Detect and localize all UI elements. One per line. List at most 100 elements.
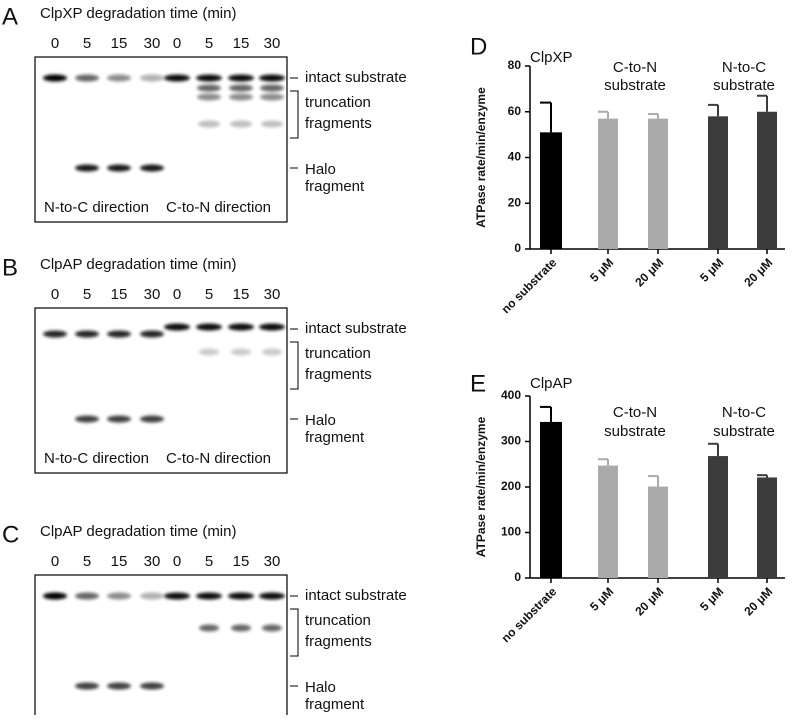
gel-band <box>229 84 253 92</box>
y-tick-label: 400 <box>501 388 521 402</box>
gel-band <box>75 164 99 172</box>
x-tick-label: 5 μM <box>697 584 726 613</box>
lane-label: 0 <box>173 35 181 52</box>
gel-band <box>107 592 131 600</box>
annotation: C-to-N <box>613 59 657 76</box>
gel-band <box>199 348 219 356</box>
lane-label: 0 <box>51 553 59 570</box>
y-tick-label: 300 <box>501 434 521 448</box>
x-tick-label: 20 μM <box>632 584 666 618</box>
lane-label: 30 <box>264 35 281 52</box>
gel-band <box>140 682 164 690</box>
x-tick-label: 20 μM <box>741 255 775 289</box>
gel-band <box>228 592 254 600</box>
gel-title: ClpAP degradation time (min) <box>40 256 236 273</box>
truncation-label: truncation <box>305 94 371 111</box>
halo-label: Halo <box>305 412 336 429</box>
panel-letter: E <box>470 370 486 397</box>
lane-label: 15 <box>233 35 250 52</box>
gel-title: ClpXP degradation time (min) <box>40 5 236 22</box>
gel-band <box>75 415 99 423</box>
halo-label: fragment <box>305 178 365 195</box>
x-tick-label: no substrate <box>499 255 560 316</box>
panel-letter: D <box>470 33 487 60</box>
lane-label: 30 <box>144 286 161 303</box>
gel-band <box>140 415 164 423</box>
lane-label: 5 <box>83 553 91 570</box>
gel-band <box>75 74 99 82</box>
bar <box>540 132 562 249</box>
y-tick-label: 40 <box>508 150 522 164</box>
direction-label: C-to-N direction <box>166 199 271 216</box>
gel-band <box>75 330 99 338</box>
lane-label: 15 <box>233 286 250 303</box>
y-tick-label: 80 <box>508 58 522 72</box>
gel-band <box>140 164 164 172</box>
bar <box>598 118 618 249</box>
lane-label: 5 <box>83 286 91 303</box>
bar <box>648 118 668 249</box>
x-tick-label: 20 μM <box>741 584 775 618</box>
x-tick-label: 5 μM <box>587 255 616 284</box>
bracket <box>290 608 299 657</box>
annotation: substrate <box>713 77 775 94</box>
gel-band <box>140 74 164 82</box>
direction-label: N-to-C direction <box>44 450 149 467</box>
bar <box>598 465 618 578</box>
y-tick-label: 0 <box>514 570 521 584</box>
gel-band <box>107 74 131 82</box>
x-tick-label: 5 μM <box>697 255 726 284</box>
gel-band <box>198 120 220 128</box>
gel-band <box>43 330 67 338</box>
annotation: N-to-C <box>722 59 766 76</box>
annotation: C-to-N <box>613 404 657 421</box>
gel-band <box>260 93 284 101</box>
intact-label: intact substrate <box>305 69 407 86</box>
lane-label: 5 <box>205 553 213 570</box>
gel-band <box>196 74 222 82</box>
x-tick-label: 5 μM <box>587 584 616 613</box>
y-tick-label: 0 <box>514 241 521 255</box>
lane-label: 0 <box>173 286 181 303</box>
y-tick-label: 60 <box>508 104 522 118</box>
gel-band <box>199 624 219 632</box>
gel-band <box>107 682 131 690</box>
lane-label: 0 <box>173 553 181 570</box>
gel-band <box>228 74 254 82</box>
gel-band <box>164 592 190 600</box>
gel-band <box>260 84 284 92</box>
gel-band <box>75 682 99 690</box>
halo-label: fragment <box>305 429 365 446</box>
gel-band <box>229 93 253 101</box>
gel-band <box>75 592 99 600</box>
truncation-label: fragments <box>305 115 372 132</box>
gel-band <box>164 323 190 331</box>
gel-band <box>230 120 252 128</box>
gel-band <box>43 74 67 82</box>
annotation: substrate <box>713 423 775 440</box>
lane-label: 30 <box>264 286 281 303</box>
gel-band <box>107 415 131 423</box>
y-axis-label: ATPase rate/min/enzyme <box>474 87 488 228</box>
intact-label: intact substrate <box>305 587 407 604</box>
gel-band <box>231 624 251 632</box>
halo-label: Halo <box>305 161 336 178</box>
panel-letter: B <box>2 254 18 281</box>
bar <box>648 486 668 578</box>
intact-label: intact substrate <box>305 320 407 337</box>
lane-label: 15 <box>111 553 128 570</box>
lane-label: 5 <box>205 286 213 303</box>
gel-band <box>43 592 67 600</box>
y-tick-label: 20 <box>508 195 522 209</box>
truncation-label: fragments <box>305 633 372 650</box>
gel-band <box>196 323 222 331</box>
gel-band <box>197 93 221 101</box>
bar <box>757 477 777 578</box>
halo-label: Halo <box>305 679 336 696</box>
y-tick-label: 200 <box>501 479 521 493</box>
direction-label: N-to-C direction <box>44 199 149 216</box>
bar <box>540 421 562 578</box>
bracket <box>290 90 299 139</box>
lane-label: 15 <box>111 35 128 52</box>
